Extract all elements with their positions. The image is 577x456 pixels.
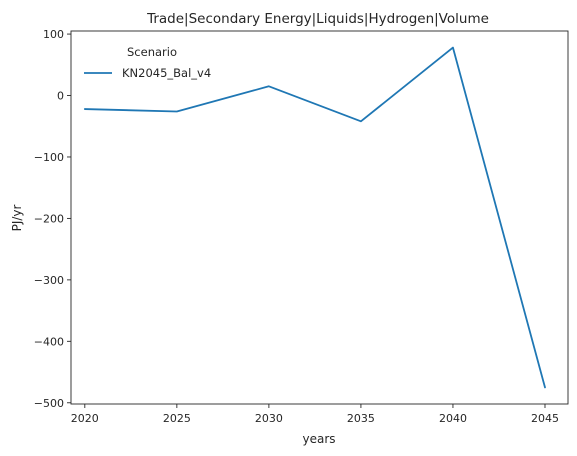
legend-entry-kn2045-bal-v4: KN2045_Bal_v4 bbox=[122, 66, 211, 80]
chart-title: Trade|Secondary Energy|Liquids|Hydrogen|… bbox=[146, 11, 489, 27]
y-tick-label: 0 bbox=[57, 90, 64, 103]
y-axis: 100 0 −100 −200 −300 −400 −500 bbox=[34, 28, 71, 410]
axes-frame bbox=[70, 30, 569, 405]
y-tick-label: −100 bbox=[34, 151, 64, 164]
x-axis-label: years bbox=[302, 432, 335, 446]
y-tick-label: −500 bbox=[34, 397, 64, 410]
y-axis-label: PJ/yr bbox=[10, 205, 24, 232]
x-tick-label: 2025 bbox=[163, 412, 191, 425]
x-tick-label: 2030 bbox=[255, 412, 283, 425]
series-line-0 bbox=[83, 46, 546, 389]
x-axis: 2020 2025 2030 2035 2040 2045 bbox=[71, 404, 559, 425]
y-tick-label: −300 bbox=[34, 274, 64, 287]
legend: Scenario KN2045_Bal_v4 bbox=[84, 45, 211, 80]
x-tick-label: 2040 bbox=[439, 412, 467, 425]
x-tick-label: 2020 bbox=[71, 412, 99, 425]
y-tick-label: 100 bbox=[43, 28, 64, 41]
y-tick-label: −400 bbox=[34, 335, 64, 348]
x-tick-label: 2045 bbox=[531, 412, 559, 425]
x-tick-label: 2035 bbox=[347, 412, 375, 425]
y-tick-label: −200 bbox=[34, 212, 64, 225]
plot-area bbox=[83, 46, 546, 389]
legend-title: Scenario bbox=[127, 45, 177, 59]
